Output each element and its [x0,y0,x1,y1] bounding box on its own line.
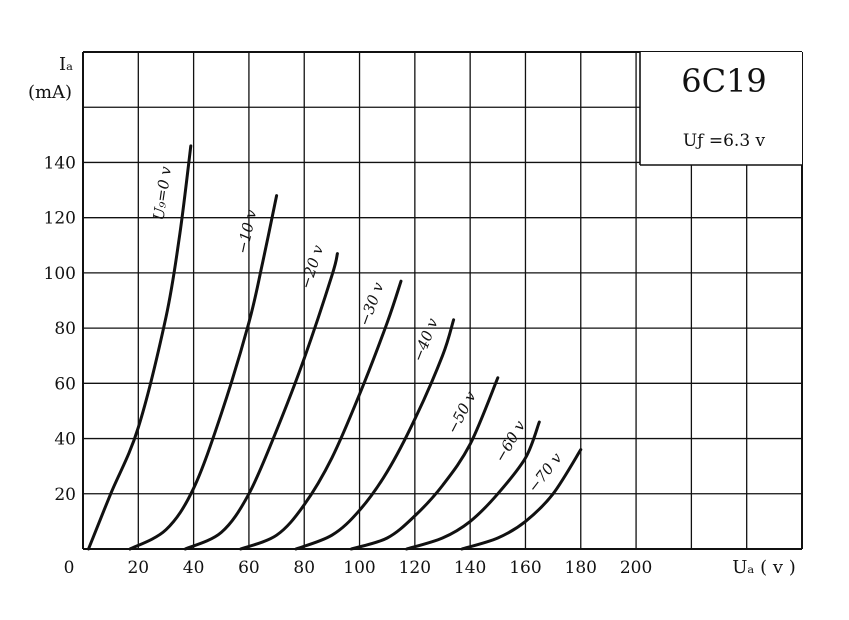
y-tick-label: 120 [44,209,76,229]
x-tick-label: 40 [183,558,205,578]
grid [82,51,803,550]
y-tick-label: 80 [54,319,76,339]
y-axis-unit: (mA) [28,82,72,103]
series-line [183,252,339,551]
tick-labels: 0 20 40 60 80 100 120 140 160 180 200 20 40 60 80 100 12… [44,153,653,578]
series-line [349,376,500,551]
y-tick-label: 40 [54,430,76,450]
x-tick-label: 60 [238,558,260,578]
series-line [128,194,279,551]
x-tick-label: 140 [454,558,486,578]
tube-title: 6C19 [681,62,767,100]
x-axis-label: Uₐ ( v ) [732,557,796,578]
filament-voltage-note: Uƒ =6.3 v [683,131,766,151]
x-tick-label: 20 [127,558,149,578]
series-line [239,279,403,551]
x-tick-label: 180 [565,558,597,578]
series-line [460,448,583,551]
y-tick-label: 60 [54,374,76,394]
y-tick-label: 100 [44,264,76,284]
x-tick-label: 200 [620,558,652,578]
x-tick-label: 80 [293,558,315,578]
x-tick-label: 0 [64,558,75,578]
series-line [294,318,456,551]
y-tick-label: 140 [44,153,76,173]
x-tick-label: 160 [509,558,541,578]
x-tick-label: 100 [343,558,375,578]
series-line [87,144,193,551]
y-tick-label: 20 [54,485,76,505]
title-box [640,52,802,165]
x-tick-label: 120 [399,558,431,578]
y-axis-label: Iₐ [59,54,73,75]
series-line [405,420,541,551]
